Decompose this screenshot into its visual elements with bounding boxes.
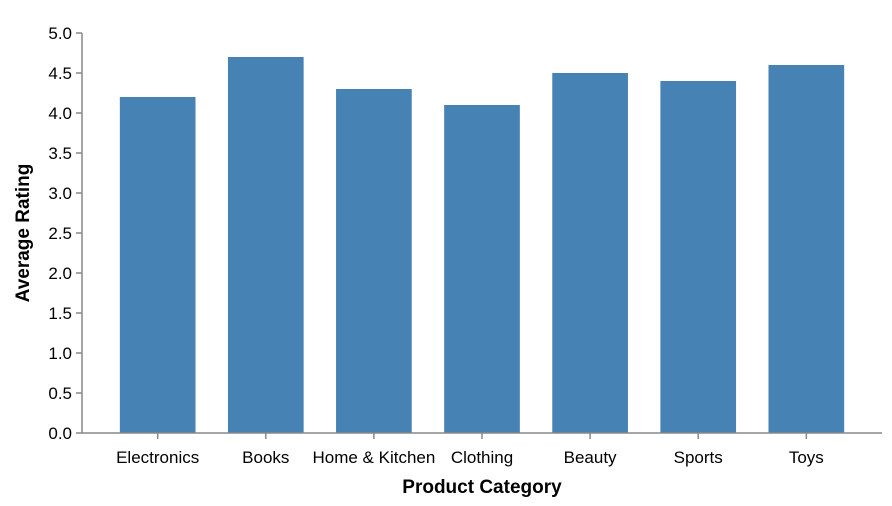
x-axis: Electronics Books Home & Kitchen Clothing Be… <box>82 432 882 467</box>
y-tick-label: 3.5 <box>48 144 72 163</box>
x-axis-title: Product Category <box>402 477 562 498</box>
y-tick-label: 2.0 <box>48 264 72 283</box>
y-tick-label: 2.5 <box>48 224 72 243</box>
bar-sports <box>660 81 737 433</box>
bar-toys <box>768 65 845 433</box>
y-tick-label: 1.5 <box>48 304 72 323</box>
x-tick-label: Books <box>242 448 289 467</box>
bar-clothing <box>444 105 520 433</box>
bar-books <box>227 57 304 433</box>
x-tick-label: Electronics <box>116 448 199 467</box>
bar-beauty <box>552 73 628 433</box>
y-axis: 0.0 0.5 1.0 1.5 2.0 2.5 3.0 3.5 4.0 4.5 5.0 <box>48 24 83 443</box>
y-tick-label: 1.0 <box>48 344 72 363</box>
x-tick-label: Sports <box>674 448 723 467</box>
x-tick-label: Beauty <box>564 448 617 467</box>
x-tick-label: Home & Kitchen <box>312 448 435 467</box>
y-tick-label: 5.0 <box>48 24 72 43</box>
bar-home-kitchen <box>336 89 412 433</box>
bar-electronics <box>119 97 196 433</box>
y-tick-label: 4.5 <box>48 64 72 83</box>
x-tick-label: Toys <box>789 448 824 467</box>
y-tick-label: 0.5 <box>48 384 72 403</box>
y-axis-title: Average Rating <box>13 164 34 303</box>
y-tick-label: 0.0 <box>48 424 72 443</box>
y-tick-label: 4.0 <box>48 104 72 123</box>
x-tick-label: Clothing <box>451 448 513 467</box>
bars-group <box>119 57 845 433</box>
y-tick-label: 3.0 <box>48 184 72 203</box>
